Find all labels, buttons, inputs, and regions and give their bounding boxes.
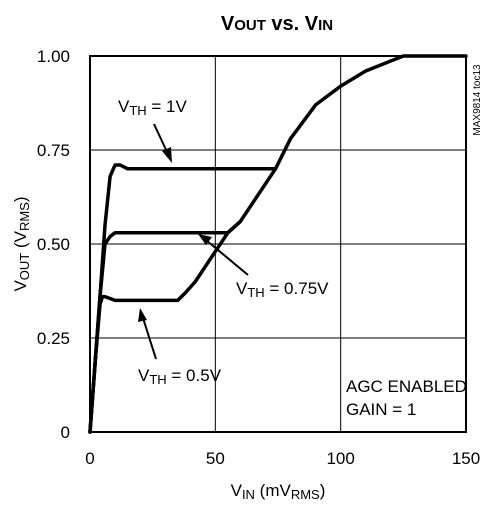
x-tick-label-0: 0 bbox=[85, 449, 94, 468]
chart-title: VOUT vs. VIN bbox=[221, 13, 333, 35]
x-tick-label-2: 100 bbox=[326, 449, 354, 468]
y-tick-labels: 0 0.25 0.50 0.75 1.00 bbox=[37, 47, 70, 442]
figure-code-label: MAX9814 toc13 bbox=[472, 64, 483, 136]
y-tick-label-3: 0.75 bbox=[37, 141, 70, 160]
pointer-vth-075v bbox=[205, 239, 249, 276]
pointer-vth-1v bbox=[153, 123, 169, 155]
arrowhead-vth-075v bbox=[198, 234, 212, 245]
y-tick-label-2: 0.50 bbox=[37, 235, 70, 254]
annotation-vth-05v: VTH = 0.5V bbox=[138, 366, 222, 387]
y-axis-label: VOUT (VRMS) bbox=[11, 196, 32, 291]
plot-frame bbox=[89, 55, 467, 433]
x-tick-label-3: 150 bbox=[452, 449, 480, 468]
annotation-vth-075v: VTH = 0.75V bbox=[236, 279, 329, 300]
series-line-2 bbox=[88, 219, 243, 434]
arrowhead-vth-05v bbox=[138, 308, 147, 322]
pointer-vth-05v bbox=[142, 317, 157, 360]
grid-lines bbox=[90, 56, 466, 432]
annotation-vth-1v: VTH = 1V bbox=[118, 97, 188, 118]
x-axis-label: VIN (mVRMS) bbox=[231, 481, 326, 502]
series-lines bbox=[88, 54, 468, 434]
y-tick-label-1: 0.25 bbox=[37, 329, 70, 348]
x-tick-labels: 0 50 100 150 bbox=[85, 449, 480, 468]
annotation-gain: GAIN = 1 bbox=[346, 400, 416, 419]
y-tick-label-0: 0 bbox=[61, 423, 70, 442]
arrowhead-vth-1v bbox=[162, 147, 172, 163]
x-tick-label-1: 50 bbox=[206, 449, 225, 468]
annotation-agc-enabled: AGC ENABLED bbox=[346, 377, 467, 396]
y-tick-label-4: 1.00 bbox=[37, 47, 70, 66]
series-line-0 bbox=[88, 54, 468, 434]
